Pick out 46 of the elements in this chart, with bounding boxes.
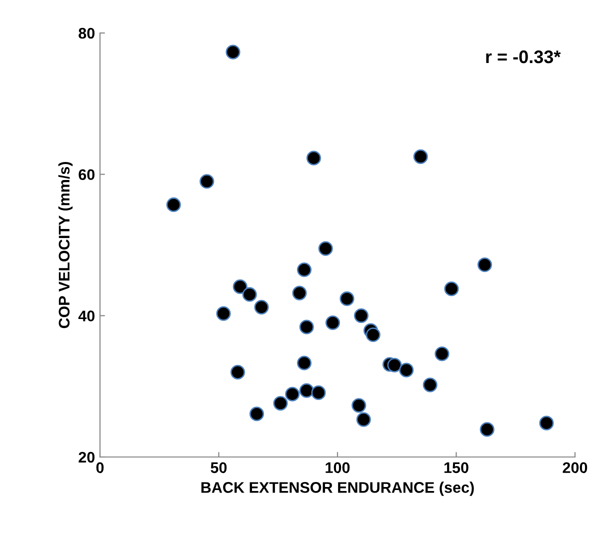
y-tick-label: 40 [78, 310, 95, 322]
x-tick-label: 150 [444, 462, 468, 474]
point [422, 378, 438, 392]
point [434, 346, 450, 362]
point [249, 406, 264, 422]
point [306, 150, 322, 166]
point [477, 258, 492, 272]
point [399, 362, 414, 378]
x-tick-label: 100 [326, 462, 350, 474]
point [216, 306, 231, 321]
y-tick-label: 60 [78, 169, 95, 180]
y-tick-label: 80 [78, 28, 95, 39]
point [166, 197, 181, 212]
point [242, 287, 257, 302]
point [539, 416, 554, 430]
point [296, 356, 312, 370]
point [232, 279, 248, 294]
point [292, 286, 307, 300]
point [356, 412, 371, 427]
point [285, 386, 300, 402]
point [299, 383, 314, 398]
point [299, 320, 314, 334]
point [325, 315, 340, 330]
point [296, 262, 312, 278]
point [366, 327, 380, 342]
y-axis-title: COP VELOCITY (mm/s) [58, 162, 73, 328]
point [354, 308, 369, 323]
x-tick-label: 0 [96, 462, 104, 474]
y-tick-label: 20 [78, 452, 95, 463]
point [226, 44, 240, 60]
point [230, 364, 246, 380]
point [352, 398, 366, 413]
point [254, 300, 269, 314]
x-axis-title: BACK EXTENSOR ENDURANCE (sec) [201, 482, 474, 496]
point [318, 241, 333, 256]
point [413, 149, 428, 164]
point [200, 174, 214, 189]
point [273, 396, 288, 411]
point [444, 282, 459, 296]
point [340, 291, 354, 306]
point [387, 358, 402, 372]
annotation: r = -0.33* [486, 50, 561, 64]
point [480, 422, 494, 437]
x-tick-label: 50 [210, 462, 227, 474]
x-tick-label: 200 [562, 462, 588, 474]
point [311, 385, 326, 400]
